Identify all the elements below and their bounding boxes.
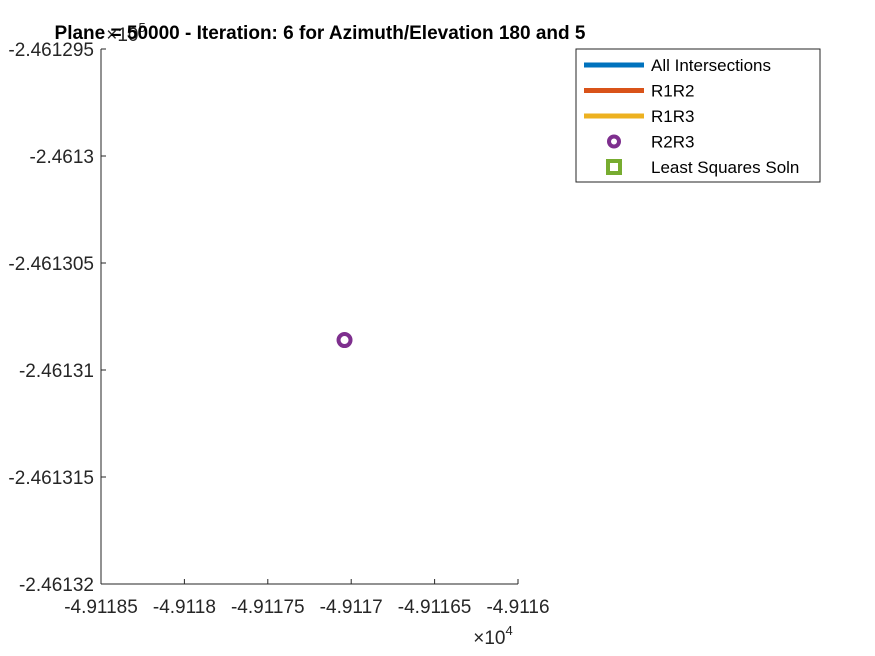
legend-label: R2R3 <box>651 133 694 152</box>
legend-label: R1R3 <box>651 107 694 126</box>
data-point-r2r3 <box>336 332 353 349</box>
legend-circle-marker <box>607 134 621 149</box>
x-tick-label: -4.91165 <box>398 597 472 618</box>
legend[interactable]: All Intersections R1R2 R1R3 R2R3 Least Squar… <box>575 48 821 183</box>
y-tick-label: -2.461305 <box>8 254 94 275</box>
y-axis-ticks: -2.461295 -2.4613 -2.461305 -2.46131 -2.4613… <box>8 40 106 596</box>
legend-item[interactable]: R1R2 <box>584 82 694 101</box>
y-tick-label: -2.461295 <box>8 40 94 61</box>
legend-item[interactable]: R2R3 <box>607 133 694 152</box>
y-tick-label: -2.4613 <box>30 147 94 168</box>
legend-item[interactable]: Least Squares Soln <box>606 158 799 177</box>
y-tick-label: -2.46131 <box>19 361 94 382</box>
x-axis-ticks: -4.91185 -4.9118 -4.91175 -4.9117 -4.91165 -4… <box>64 579 550 618</box>
axes: -4.91185 -4.9118 -4.91175 -4.9117 -4.91165 -4… <box>8 20 549 649</box>
y-tick-label: -2.46132 <box>19 575 94 596</box>
x-tick-label: -4.9117 <box>320 597 383 618</box>
y-tick-label: -2.461315 <box>8 468 94 489</box>
legend-item[interactable]: R1R3 <box>584 107 694 126</box>
x-tick-label: -4.91185 <box>64 597 138 618</box>
chart-title: Plane = 50000 - Iteration: 6 for Azimuth… <box>55 23 586 44</box>
x-axis-exponent: ×104 <box>473 623 512 649</box>
legend-label: All Intersections <box>651 56 771 75</box>
plot-marks <box>336 332 353 349</box>
x-tick-label: -4.9118 <box>153 597 216 618</box>
legend-item[interactable]: All Intersections <box>584 56 771 75</box>
legend-label: Least Squares Soln <box>651 158 799 177</box>
legend-label: R1R2 <box>651 82 694 101</box>
x-tick-label: -4.9116 <box>486 597 549 618</box>
x-tick-label: -4.91175 <box>231 597 305 618</box>
legend-square-marker <box>606 159 622 175</box>
y-axis-exponent: ×105 <box>106 20 145 46</box>
